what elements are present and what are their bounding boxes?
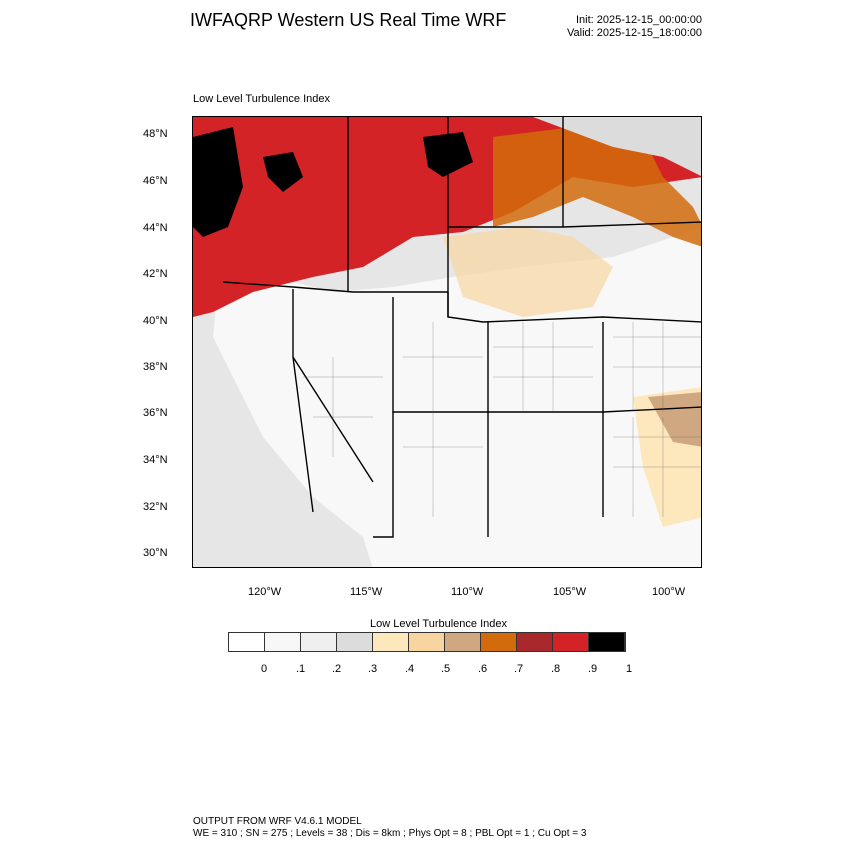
colorbar-swatch	[589, 633, 625, 651]
init-time: Init: 2025-12-15_00:00:00	[576, 14, 702, 26]
colorbar-swatch	[301, 633, 337, 651]
lon-tick: 105°W	[553, 586, 587, 598]
colorbar-label: .7	[514, 663, 524, 675]
page-title: IWFAQRP Western US Real Time WRF	[190, 10, 507, 30]
time-info: Init: 2025-12-15_00:00:00 Valid: 2025-12…	[567, 14, 702, 40]
lon-tick: 110°W	[451, 586, 484, 598]
gray-northeast	[533, 117, 701, 176]
model-version: OUTPUT FROM WRF V4.6.1 MODEL	[193, 816, 362, 827]
colorbar-swatch	[517, 633, 553, 651]
lat-tick: 44°N	[143, 222, 168, 234]
lon-tick: 115°W	[350, 586, 383, 598]
lat-tick: 42°N	[143, 268, 168, 280]
lat-tick: 48°N	[143, 128, 168, 140]
tan-region	[443, 227, 613, 317]
colorbar-swatch	[409, 633, 445, 651]
colorbar-title: Low Level Turbulence Index	[370, 618, 507, 630]
colorbar-label: .3	[368, 663, 378, 675]
map-panel	[192, 116, 702, 568]
map-field-label: Low Level Turbulence Index	[193, 93, 330, 105]
lat-tick: 46°N	[143, 175, 168, 187]
colorbar-label: .5	[441, 663, 451, 675]
lon-tick: 120°W	[248, 586, 282, 598]
colorbar-label: .6	[478, 663, 488, 675]
valid-time: Valid: 2025-12-15_18:00:00	[567, 27, 702, 39]
lat-tick: 38°N	[143, 361, 168, 373]
colorbar-label: .2	[332, 663, 342, 675]
colorbar-label: 0	[261, 663, 268, 675]
max-turbulence-patch	[263, 152, 303, 192]
map-svg	[193, 117, 701, 567]
colorbar-swatch	[229, 633, 265, 651]
colorbar-swatch	[337, 633, 373, 651]
max-turbulence-west	[193, 127, 243, 237]
brown-oklahoma	[648, 392, 701, 447]
colorbar-swatch	[445, 633, 481, 651]
colorbar-swatch	[481, 633, 517, 651]
lat-tick: 36°N	[143, 407, 168, 419]
model-settings: WE = 310 ; SN = 275 ; Levels = 38 ; Dis …	[193, 828, 587, 839]
county-boundaries	[303, 322, 701, 517]
colorbar-label: .8	[551, 663, 561, 675]
colorbar-label: 1	[626, 663, 633, 675]
lat-tick: 34°N	[143, 454, 168, 466]
lat-tick: 40°N	[143, 315, 168, 327]
colorbar-swatch	[265, 633, 301, 651]
orange-region	[493, 127, 701, 247]
colorbar-swatch	[553, 633, 589, 651]
land-area	[213, 227, 701, 567]
state-boundaries	[222, 117, 701, 538]
lat-tick: 32°N	[143, 501, 168, 513]
colorbar	[228, 632, 626, 652]
model-info: OUTPUT FROM WRF V4.6.1 MODEL WE = 310 ; …	[193, 816, 586, 840]
lon-tick: 100°W	[652, 586, 686, 598]
lat-tick: 30°N	[143, 547, 168, 559]
colorbar-label: .1	[296, 663, 306, 675]
colorbar-label: .9	[588, 663, 598, 675]
colorbar-label: .4	[405, 663, 415, 675]
colorbar-swatch	[373, 633, 409, 651]
